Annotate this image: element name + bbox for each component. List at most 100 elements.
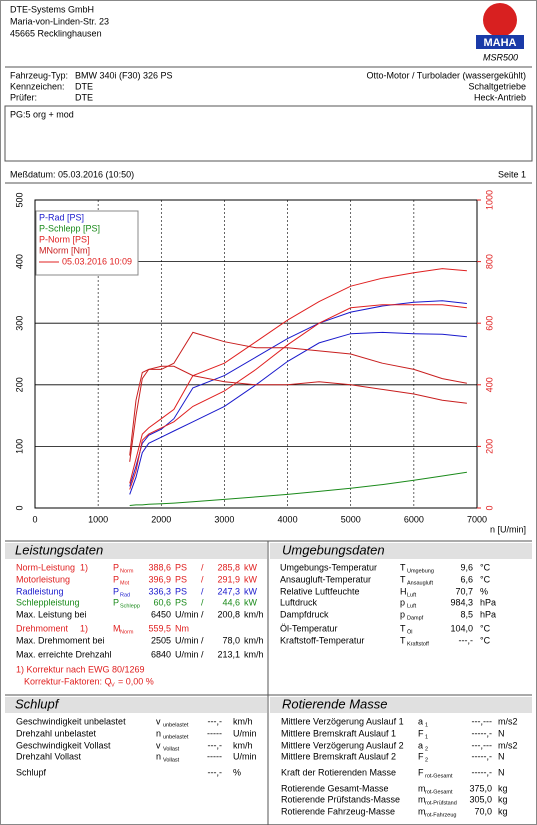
cell-sym: n <box>156 728 161 738</box>
series-line <box>129 331 467 456</box>
cell-sub: Dampf <box>407 615 424 621</box>
cell-label: Umgebungs-Temperatur <box>280 562 377 572</box>
page-number: Seite 1 <box>498 169 526 179</box>
section-bar <box>270 543 532 559</box>
cell-v1: 70,0 <box>474 806 492 816</box>
cell-sub: 1 <box>425 722 428 728</box>
cell-label: Drehzahl unbelastet <box>16 728 97 738</box>
y2-tick-label: 800 <box>484 254 494 269</box>
cell-sub: Luft <box>407 603 417 609</box>
cell-v1: 305,0 <box>469 794 492 804</box>
cell-u1: % <box>480 586 488 596</box>
cell-sym: v <box>156 716 161 726</box>
cell-label: Max. Drehmoment bei <box>16 635 105 645</box>
cell-u1: kg <box>498 806 508 816</box>
cell-v1: ----- <box>207 728 222 738</box>
cell-u2: kW <box>244 562 258 572</box>
cell-label: Rotierende Gesamt-Masse <box>281 783 389 793</box>
cell-v2: 247,3 <box>217 586 240 596</box>
cell-sym: F <box>418 728 424 738</box>
cell-sub: Mot <box>120 580 130 586</box>
x-tick-label: 6000 <box>404 514 424 524</box>
cell-v1: -----,- <box>472 728 492 738</box>
cell-v1: ---,--- <box>472 716 492 726</box>
y-tick-label: 500 <box>14 192 24 207</box>
cell-v2: 200,8 <box>217 609 240 619</box>
cell-sub: Kraftstoff <box>407 641 429 647</box>
cell-sym: a <box>418 716 423 726</box>
factor: Korrektur-Faktoren: Q <box>24 676 112 686</box>
factor-sub: V <box>111 682 115 688</box>
cell-label: Mittlere Verzögerung Auslauf 2 <box>281 740 404 750</box>
x-tick-label: 7000 <box>467 514 487 524</box>
cell-note: 1) <box>80 562 88 572</box>
cell-v1: 6840 <box>151 649 171 659</box>
cell-u1: N <box>498 767 505 777</box>
cell-u2: kW <box>244 597 258 607</box>
cell-u1: Nm <box>175 623 189 633</box>
cell-sub: rot-Gesamt <box>425 789 453 795</box>
cell-u2: km/h <box>244 609 264 619</box>
series-line <box>129 304 467 490</box>
cell-u1: hPa <box>480 597 496 607</box>
cell-u1: hPa <box>480 609 496 619</box>
cell-label: Mittlere Bremskraft Auslauf 1 <box>281 728 396 738</box>
cell-u1: PS <box>175 597 187 607</box>
cell-sub: Norm <box>120 629 134 635</box>
cell-u1: PS <box>175 574 187 584</box>
cell-v1: 70,7 <box>455 586 473 596</box>
cell-v1: 984,3 <box>450 597 473 607</box>
note: PG:5 org + mod <box>10 109 74 119</box>
cell-label: Geschwindigkeit Vollast <box>16 740 111 750</box>
cell-u1: m/s2 <box>498 716 518 726</box>
cell-u1: U/min <box>175 635 199 645</box>
cell-label: Drehzahl Vollast <box>16 751 82 761</box>
value: Schaltgetriebe <box>468 81 526 91</box>
cell-u1: U/min <box>175 609 199 619</box>
x-tick-label: 5000 <box>341 514 361 524</box>
cell-sub: 2 <box>425 757 428 763</box>
date: Meßdatum: 05.03.2016 (10:50) <box>10 169 134 179</box>
cell-v1: ---,- <box>208 740 223 750</box>
cell-sub: Ansaugluft <box>407 580 433 586</box>
legend-label: MNorm [Nm] <box>39 245 90 255</box>
cell-v1: ---,--- <box>472 740 492 750</box>
cell-label: Norm-Leistung <box>16 562 75 572</box>
section-title: Leistungsdaten <box>15 542 103 557</box>
section-bar <box>5 543 267 559</box>
model: MSR500 <box>483 52 518 62</box>
cell-sym: T <box>400 574 406 584</box>
y-tick-label: 0 <box>14 505 24 510</box>
footnote: 1) Korrektur nach EWG 80/1269 <box>16 664 145 674</box>
cell-sub: Vollast <box>163 746 180 752</box>
y-tick-label: 200 <box>14 377 24 392</box>
cell-u1: kg <box>498 783 508 793</box>
cell-label: Dampfdruck <box>280 609 329 619</box>
cell-sub: Schlepp <box>120 603 140 609</box>
cell-v1: ----- <box>207 751 222 761</box>
y2-tick-label: 400 <box>484 377 494 392</box>
cell-label: Schleppleistung <box>16 597 80 607</box>
cell-v1: ---,- <box>208 767 223 777</box>
city: 45665 Recklinghausen <box>10 28 102 38</box>
x-tick-label: 2000 <box>151 514 171 524</box>
legend-box <box>35 210 139 276</box>
cell-sym: P <box>113 562 119 572</box>
cell-label: Drehmoment <box>16 623 69 633</box>
value: Heck-Antrieb <box>474 92 526 102</box>
cell-sym: P <box>113 574 119 584</box>
cell-sub: Vollast <box>163 757 180 763</box>
cell-sep: / <box>201 649 204 659</box>
cell-sym: m <box>418 794 426 804</box>
cell-sub: rot-Prüfstand <box>425 800 457 806</box>
cell-u1: kg <box>498 794 508 804</box>
cell-v1: -----,- <box>472 751 492 761</box>
cell-u1: PS <box>175 562 187 572</box>
legend-label: P-Rad [PS] <box>39 212 84 222</box>
street: Maria-von-Linden-Str. 23 <box>10 16 109 26</box>
value: DTE <box>75 81 93 91</box>
cell-label: Mittlere Bremskraft Auslauf 2 <box>281 751 396 761</box>
factor-value: = 0,00 % <box>118 676 154 686</box>
cell-sub: Rad <box>120 592 130 598</box>
cell-label: Motorleistung <box>16 574 70 584</box>
